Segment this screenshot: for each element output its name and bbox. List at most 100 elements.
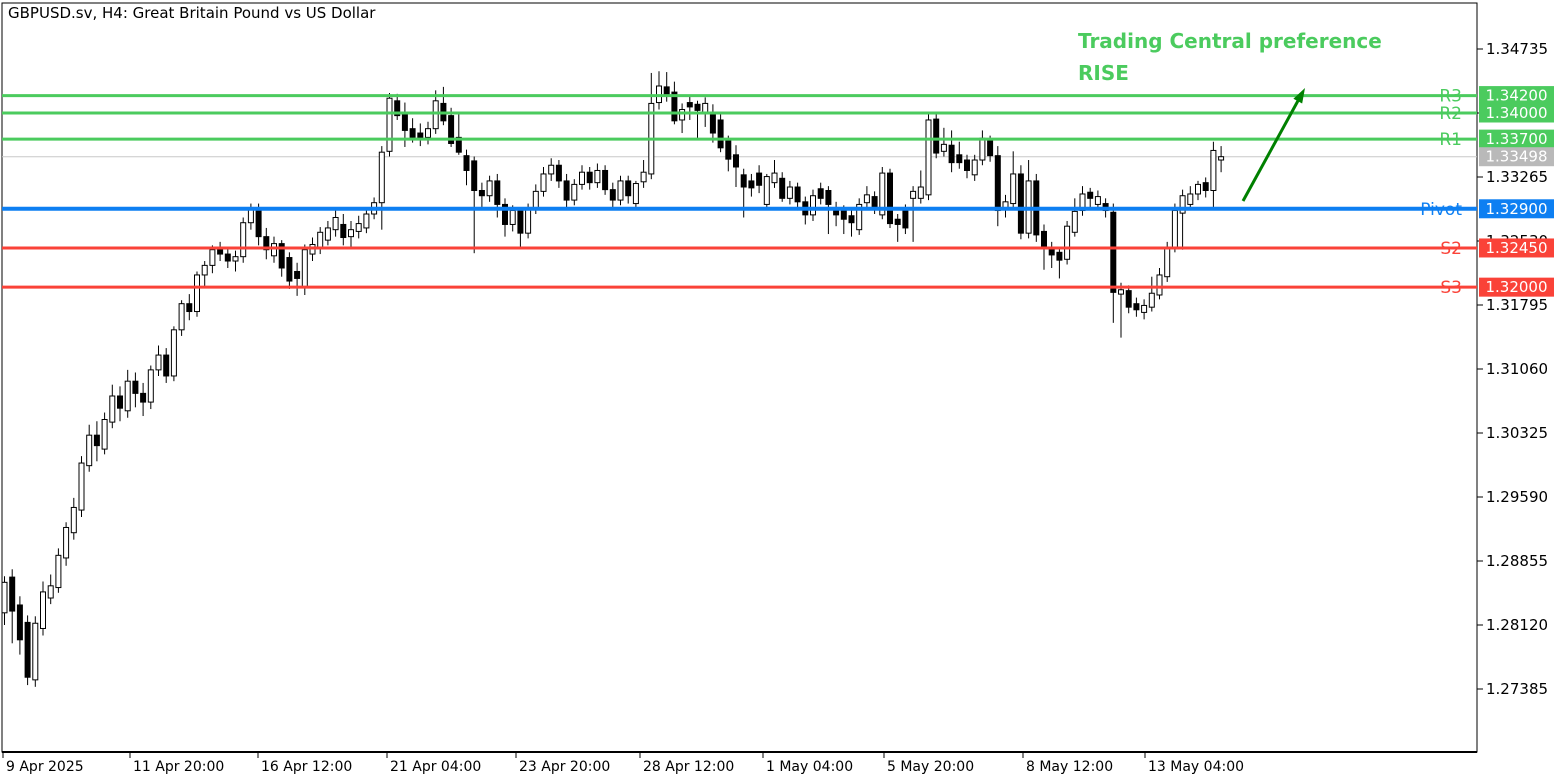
candle-body-bull — [324, 227, 331, 241]
candle-body-bull — [1141, 304, 1148, 313]
candle-body-bull — [786, 186, 793, 199]
level-r1-badge-value: 1.33700 — [1485, 130, 1547, 148]
price-axis[interactable]: 1.347351.340001.332651.325301.317951.310… — [1477, 40, 1548, 698]
level-label-r2: R2 — [1439, 104, 1462, 124]
candle-body-bear — [964, 159, 970, 171]
time-tick-label: 8 May 12:00 — [1026, 759, 1113, 775]
candle-body-bear — [1056, 251, 1063, 261]
level-lines-layer[interactable] — [2, 94, 1477, 289]
candle-body-bear — [1087, 191, 1094, 199]
candle-body-bear — [1110, 211, 1117, 293]
candle-body-bull — [109, 395, 116, 423]
candle-body-bear — [448, 115, 455, 144]
price-tick-label: 1.29590 — [1486, 488, 1548, 506]
candle-body-bull — [101, 419, 108, 450]
candle-body-bull — [1218, 156, 1225, 161]
candle-body-bear — [463, 155, 470, 171]
candle-body-bear — [671, 91, 678, 122]
rise-arrow-shaft — [1241, 96, 1302, 202]
candle-body-bull — [979, 137, 986, 161]
candle-body-bull — [910, 190, 917, 199]
candle-body-bear — [933, 118, 940, 154]
candle-body-bear — [186, 303, 193, 313]
candle-body-bull — [925, 119, 932, 196]
candle-body-bear — [555, 164, 562, 182]
candle-body-bear — [756, 172, 763, 186]
candle-body-bull — [201, 264, 208, 276]
candle-body-bear — [602, 169, 609, 191]
time-axis[interactable]: 9 Apr 2025 11 Apr 20:00 16 Apr 12:00 21 Apr… — [2, 752, 1244, 775]
chart-frame — [1, 2, 1478, 753]
candle-body-bear — [1125, 290, 1132, 308]
candle-body-bull — [486, 180, 493, 197]
current-price-badge — [1479, 147, 1554, 167]
level-label-pivot: Pivot — [1420, 200, 1462, 220]
level-r3-badge — [1479, 86, 1554, 106]
candle-body-bear — [825, 189, 832, 205]
candle-body-bull — [78, 462, 85, 511]
candle-body-bear — [779, 177, 786, 199]
candle-body-bull — [378, 151, 385, 204]
candle-body-bull — [1010, 173, 1017, 205]
level-s3-badge — [1479, 277, 1554, 297]
candle-body-bear — [887, 172, 893, 225]
candle-body-bear — [871, 196, 878, 208]
candle-body-bull — [1148, 292, 1155, 308]
candle-body-bear — [686, 102, 693, 108]
candle-body-bear — [956, 154, 963, 164]
trading-central-annotation-line1: Trading Central preference — [1078, 29, 1382, 53]
candle-body-bear — [894, 218, 901, 225]
candle-body-bull — [971, 159, 978, 176]
candle-body-bear — [994, 155, 1001, 212]
level-s2-badge — [1479, 238, 1554, 258]
candle-body-bull — [1195, 183, 1201, 195]
candle-body-bull — [124, 380, 131, 412]
candle-body-bull — [47, 585, 54, 599]
candle-body-bull — [1064, 225, 1071, 260]
level-label-s2: S2 — [1440, 239, 1462, 259]
level-pivot-badge-value: 1.32900 — [1485, 200, 1547, 218]
candle-body-bull — [194, 274, 200, 313]
price-tick-label: 1.27385 — [1486, 680, 1548, 698]
candle-body-bull — [355, 223, 362, 232]
price-tick-label: 1.30325 — [1486, 424, 1548, 442]
candle-body-bear — [625, 180, 632, 197]
candle-body-bull — [170, 329, 177, 377]
time-tick-label: 11 Apr 20:00 — [133, 759, 224, 775]
candle-body-bull — [155, 354, 162, 371]
chart-static-layer: GBPUSD.sv, H4: Great Britain Pound vs US… — [8, 4, 1382, 85]
candle-body-bull — [332, 216, 339, 231]
candle-body-bear — [340, 223, 347, 239]
level-label-r3: R3 — [1439, 87, 1462, 107]
level-s3-badge-value: 1.32000 — [1485, 278, 1547, 296]
candle-body-bear — [740, 174, 747, 188]
candle-body-bear — [494, 180, 501, 205]
candle-body-bull — [594, 169, 601, 184]
candle-body-bear — [16, 604, 23, 641]
level-r3-badge-value: 1.34200 — [1485, 87, 1547, 105]
candle-body-bear — [24, 621, 31, 678]
trading-central-annotation-line2: RISE — [1078, 61, 1129, 85]
candle-body-bear — [694, 103, 701, 111]
candles-layer[interactable] — [1, 71, 1225, 687]
candle-body-bull — [63, 526, 70, 559]
candle-body-bull — [632, 183, 639, 205]
trading-central-arrow — [1241, 88, 1305, 202]
candle-body-bull — [1094, 196, 1101, 205]
candle-body-bull — [917, 186, 924, 199]
candle-body-bear — [163, 354, 170, 377]
candle-body-bull — [425, 128, 431, 138]
candle-body-bull — [271, 243, 277, 257]
candle-body-bull — [147, 369, 154, 403]
candle-body-bull — [640, 171, 647, 183]
candle-body-bull — [1156, 274, 1163, 296]
chart-title: GBPUSD.sv, H4: Great Britain Pound vs US… — [8, 4, 376, 22]
time-tick-label: 23 Apr 20:00 — [519, 759, 610, 775]
candle-body-bull — [1179, 195, 1186, 214]
candle-body-bull — [525, 208, 532, 234]
price-tick-label: 1.33265 — [1486, 168, 1548, 186]
candle-body-bull — [317, 231, 324, 248]
candle-body-bear — [263, 236, 270, 251]
